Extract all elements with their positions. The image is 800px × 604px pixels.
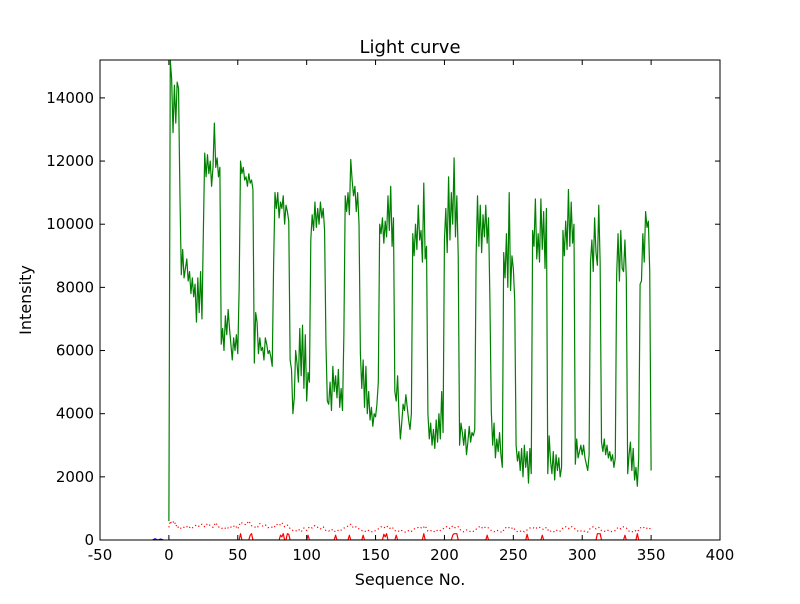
x-tick-label: 150: [361, 546, 390, 564]
x-tick-label: -50: [88, 546, 113, 564]
x-tick-label: 300: [568, 546, 597, 564]
x-tick-label: 350: [637, 546, 666, 564]
series-line-2: [168, 520, 652, 534]
plot-frame: [99, 59, 721, 541]
y-axis-label: Intensity: [16, 265, 35, 335]
x-tick-label: 200: [430, 546, 459, 564]
x-axis-label: Sequence No.: [355, 570, 466, 589]
y-tick-label: 8000: [56, 278, 94, 296]
x-tick-label: 100: [292, 546, 321, 564]
x-tick-label: 0: [164, 546, 174, 564]
x-tick-label: 400: [706, 546, 735, 564]
y-tick-label: 12000: [46, 152, 94, 170]
y-tick-label: 14000: [46, 89, 94, 107]
chart-title: Light curve: [359, 37, 460, 58]
plot-area: [152, 60, 652, 540]
x-tick-label: 50: [228, 546, 247, 564]
y-tick-label: 10000: [46, 215, 94, 233]
series-line-3: [168, 533, 652, 540]
y-tick-label: 4000: [56, 405, 94, 423]
y-tick-label: 6000: [56, 342, 94, 360]
series-line-4: [152, 538, 164, 540]
axis-ticks: -50 0 50 100 150 200 250 300 350 4000200040006000…: [46, 60, 734, 564]
series-line-1: [168, 60, 652, 522]
x-tick-label: 250: [499, 546, 528, 564]
y-tick-label: 0: [84, 531, 94, 549]
y-tick-label: 2000: [56, 468, 94, 486]
